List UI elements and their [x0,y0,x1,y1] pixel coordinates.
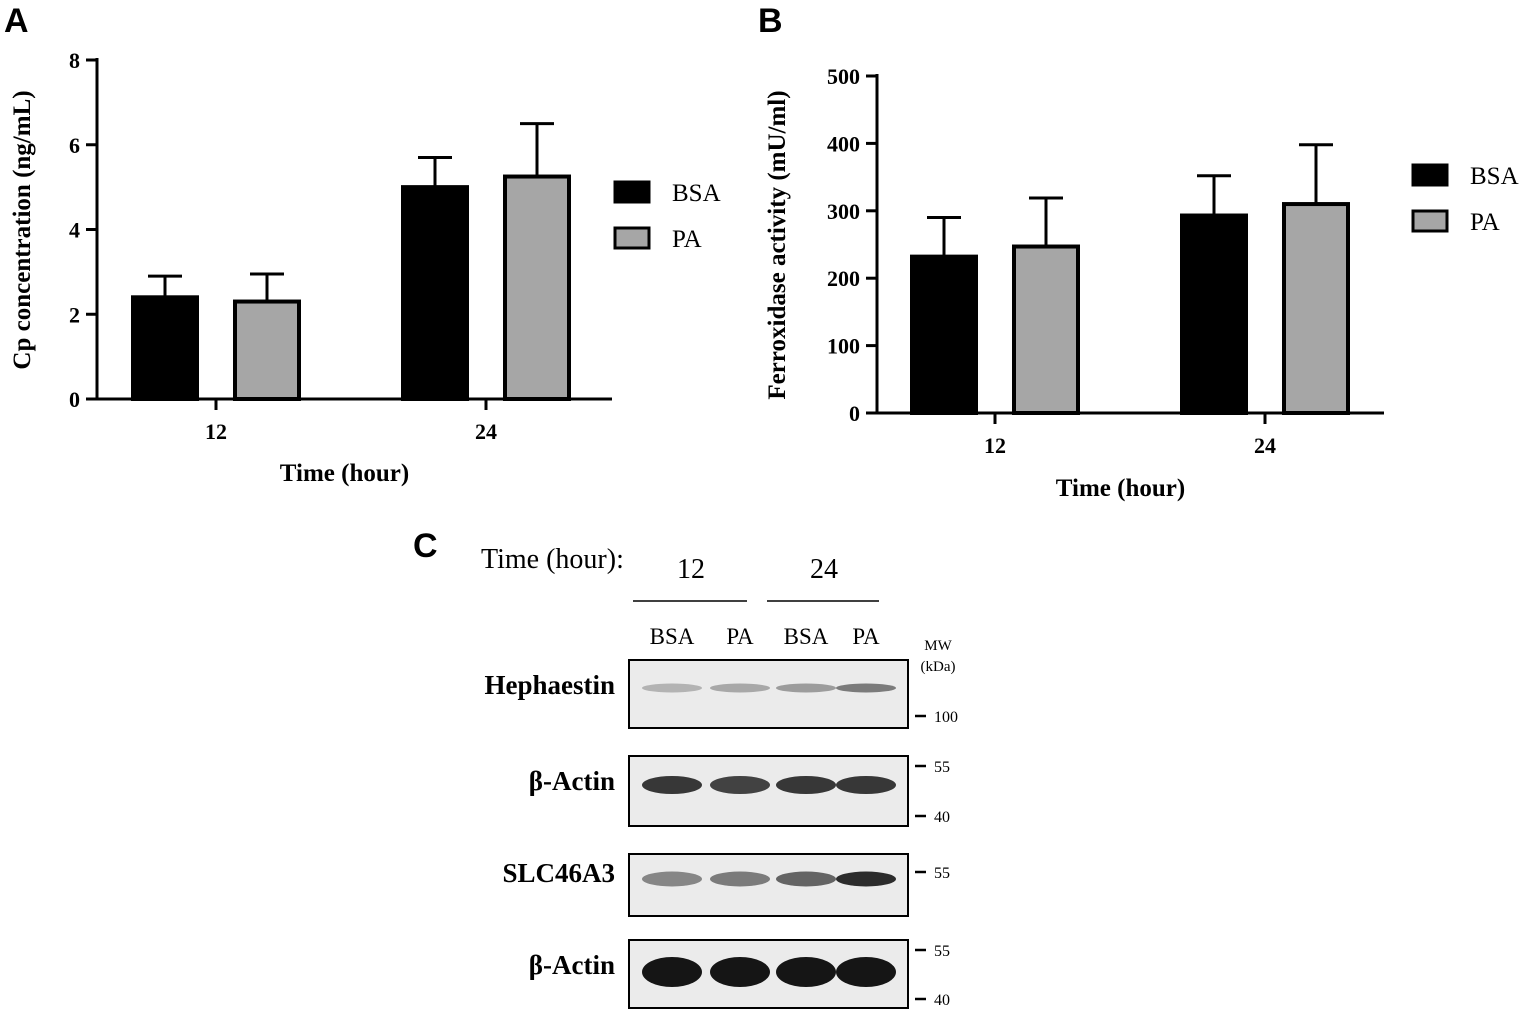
chart-a-x-tick-label: 24 [475,419,497,444]
blot-band [776,871,836,887]
chart-b-y-tick-label: 0 [849,401,860,426]
mw-marker-label: 55 [934,865,950,882]
chart-b: 0 100 200 300 400 500 12 24 Time (hour) Ferroxida… [764,64,1519,502]
chart-b-bar-bsa [910,254,978,415]
blot-band [836,957,896,987]
mw-label: (kDa) [921,659,956,675]
chart-b-x-tick-label: 24 [1254,433,1276,458]
chart-b-y-tick-label: 100 [827,334,860,359]
mw-label: MW [924,638,952,654]
chart-b-legend-label-pa: PA [1470,209,1500,236]
chart-b-bar-pa [1282,202,1350,415]
mw-marker-label: 100 [934,709,958,726]
chart-a-legend-label-bsa: BSA [672,180,721,207]
chart-a-legend-swatch-bsa [613,180,651,204]
chart-b-y-axis-label: Ferroxidase activity (mU/ml) [764,90,791,399]
blot-label: β-Actin [529,766,615,796]
lane-label: PA [726,624,754,649]
blot-label: Hephaestin [484,670,615,700]
western-blot-panel: Time (hour): 12 24 BSA PA BSA PA MW (kDa) Hephaes… [481,544,958,1009]
chart-b-bar-pa [1012,244,1080,415]
chart-b-y-tick-label: 300 [827,199,860,224]
chart-b-x-axis-label: Time (hour) [1056,475,1185,502]
blot-band [710,871,770,887]
time-label: Time (hour): [481,544,624,575]
chart-b-bar-bsa [1180,213,1248,415]
blot-band [836,683,896,693]
chart-a-y-tick-label: 8 [69,48,80,73]
blot-label: β-Actin [529,950,615,980]
blot-band [776,683,836,693]
chart-a-bar-pa [503,174,571,401]
blot-label: SLC46A3 [502,858,615,888]
blot-band [776,776,836,794]
blot-band [836,776,896,794]
chart-a-bar-bsa [401,185,469,401]
chart-b-legend-swatch-bsa [1411,163,1449,187]
chart-a-bar-bsa [131,295,199,401]
blot-box [628,659,909,729]
blot-band [710,957,770,987]
blot-band [710,683,770,693]
blot-band [776,957,836,987]
chart-a-y-tick-label: 0 [69,387,80,412]
chart-a-legend-swatch-pa [613,226,651,250]
chart-a-y-tick-label: 6 [69,133,80,158]
mw-marker-label: 40 [934,992,950,1009]
blot-band [836,871,896,887]
panel-letter-a: A [4,2,29,40]
lane-label: BSA [784,624,829,649]
blot-band [642,776,702,794]
chart-b-y-tick-label: 400 [827,131,860,156]
time-group-label: 12 [677,554,705,585]
panel-letter-c: C [413,527,438,565]
chart-a-x-tick-label: 12 [205,419,227,444]
chart-a-bar-pa [233,299,301,402]
chart-b-y-tick-label: 200 [827,266,860,291]
blot-band [642,871,702,887]
time-group-label: 24 [810,554,838,585]
blot-band [642,957,702,987]
chart-b-y-tick-label: 500 [827,64,860,89]
chart-a-y-tick-label: 2 [69,302,80,327]
chart-b-legend-swatch-pa [1411,209,1449,233]
mw-marker-label: 55 [934,759,950,776]
blot-band [710,776,770,794]
mw-marker-label: 55 [934,943,950,960]
mw-marker-label: 40 [934,809,950,826]
chart-a-y-axis-label: Cp concentration (ng/mL) [9,90,36,369]
panel-letter-b: B [758,2,783,40]
lane-label: BSA [650,624,695,649]
chart-a-y-tick-label: 4 [69,218,80,243]
chart-a-x-axis-label: Time (hour) [280,460,409,487]
chart-b-x-tick-label: 12 [984,433,1006,458]
lane-label: PA [852,624,880,649]
blot-band [642,683,702,693]
chart-a-legend-label-pa: PA [672,226,702,253]
chart-b-legend-label-bsa: BSA [1470,163,1519,190]
